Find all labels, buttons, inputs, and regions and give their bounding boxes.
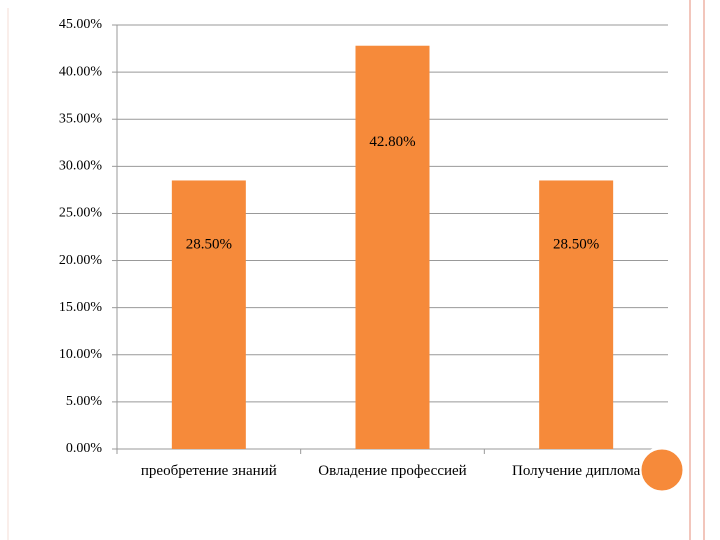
y-tick-label: 25.00% xyxy=(59,206,103,221)
y-tick-label: 40.00% xyxy=(59,64,103,79)
bar xyxy=(171,180,246,449)
data-label: 28.50% xyxy=(553,236,599,252)
y-tick-label: 45.00% xyxy=(59,17,103,32)
bar xyxy=(355,45,430,450)
y-tick-label: 35.00% xyxy=(59,111,103,126)
x-tick-label: преобретение знаний xyxy=(140,463,277,479)
data-label: 28.50% xyxy=(186,236,232,252)
x-tick-label: Получение диплома xyxy=(512,463,641,479)
decor-circle xyxy=(638,446,686,494)
y-tick-label: 20.00% xyxy=(59,253,103,268)
y-tick-label: 10.00% xyxy=(59,347,103,362)
y-tick-label: 0.00% xyxy=(66,441,103,456)
y-tick-label: 5.00% xyxy=(66,394,103,409)
data-label: 42.80% xyxy=(369,134,415,150)
x-tick-label: Овладение профессией xyxy=(318,463,467,479)
y-tick-label: 30.00% xyxy=(59,159,103,174)
bar xyxy=(539,180,614,449)
y-tick-label: 15.00% xyxy=(59,300,103,315)
